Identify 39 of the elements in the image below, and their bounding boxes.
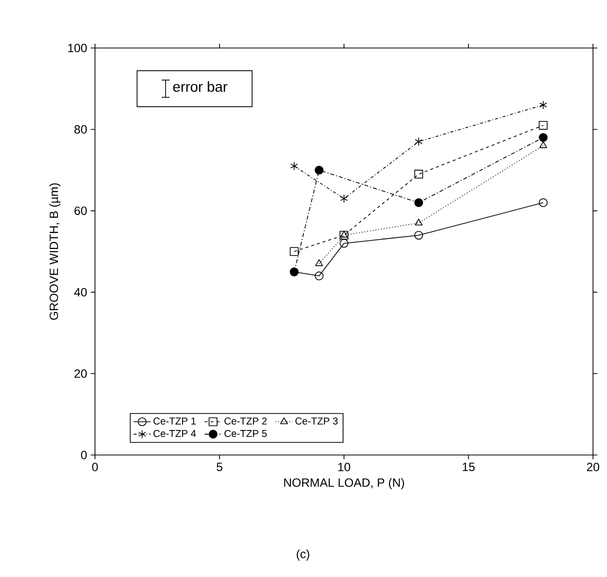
point: [314, 166, 324, 174]
point: [340, 230, 348, 240]
y-tick-label: 80: [74, 125, 87, 134]
point: [340, 194, 348, 203]
point: [340, 238, 348, 248]
x-axis-title: NORMAL LOAD, P (N): [284, 478, 404, 490]
y-tick-label: 60: [74, 206, 87, 216]
point: [290, 162, 298, 170]
legend-label: Ce-TZP 4: [154, 430, 196, 438]
legend-label: Ce-TZP 2: [224, 418, 267, 425]
y-tick-label: 40: [74, 288, 87, 296]
x-tick-label: 5: [216, 462, 222, 472]
legend-label: Ce-TZP 1: [154, 418, 196, 425]
annotation: error bar: [173, 81, 228, 92]
legend-label: Ce-TZP 3: [295, 418, 338, 425]
point: [315, 259, 323, 266]
y-tick-label: 0: [81, 450, 87, 460]
y-tick-label: 20: [74, 369, 87, 378]
text: (c): [296, 549, 310, 561]
point: [340, 230, 348, 238]
point: [414, 218, 423, 226]
point: [539, 141, 548, 148]
legend-label: Ce-TZP 5: [224, 430, 267, 438]
point: [414, 170, 424, 179]
point: [314, 272, 324, 280]
x-tick-label: 10: [338, 462, 350, 472]
point: [414, 198, 424, 208]
point: [538, 133, 548, 142]
x-tick-label: 15: [462, 462, 475, 472]
point: [539, 100, 548, 110]
point: [414, 230, 424, 240]
x-tick-label: 20: [586, 462, 600, 472]
point: [538, 198, 548, 208]
y-tick-label: 100: [68, 44, 87, 52]
point: [290, 247, 299, 256]
x-tick-label: 0: [92, 462, 98, 472]
point: [414, 137, 423, 146]
y-axis-title: GROOVE WIDTH, B (µm): [49, 183, 60, 320]
point: [538, 120, 548, 130]
